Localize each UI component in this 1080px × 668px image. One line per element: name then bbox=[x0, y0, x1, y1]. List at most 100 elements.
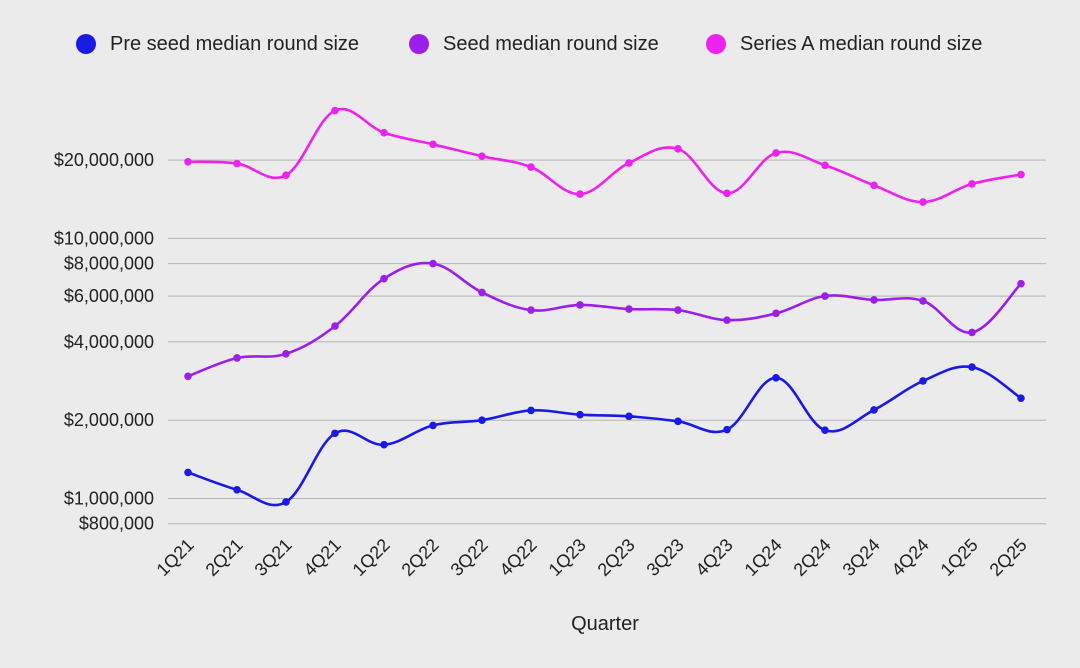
data-point bbox=[1017, 394, 1025, 403]
data-point bbox=[478, 416, 486, 425]
data-point bbox=[821, 426, 829, 435]
data-point bbox=[1017, 170, 1025, 179]
data-point bbox=[870, 181, 878, 190]
data-point bbox=[282, 498, 290, 506]
data-point bbox=[429, 259, 437, 268]
y-tick-label: $800,000 bbox=[79, 514, 154, 534]
legend-label: Seed median round size bbox=[443, 33, 659, 55]
data-point bbox=[968, 363, 976, 371]
data-point bbox=[1017, 279, 1025, 288]
legend-label: Series A median round size bbox=[740, 33, 982, 55]
data-point bbox=[625, 159, 633, 167]
legend-marker bbox=[76, 34, 96, 54]
legend-marker bbox=[409, 34, 429, 54]
data-point bbox=[870, 406, 878, 414]
data-point bbox=[919, 297, 927, 305]
x-tick-label: 4Q24 bbox=[888, 535, 933, 580]
data-point bbox=[331, 106, 339, 115]
y-tick-label: $4,000,000 bbox=[64, 332, 154, 352]
series-line bbox=[187, 107, 1022, 204]
x-tick-label: 3Q21 bbox=[251, 535, 296, 580]
x-tick-label: 3Q24 bbox=[839, 535, 884, 580]
data-point bbox=[625, 305, 633, 313]
data-point bbox=[184, 468, 192, 477]
data-point bbox=[478, 288, 486, 297]
data-point bbox=[527, 306, 535, 314]
data-point bbox=[772, 374, 780, 382]
data-point bbox=[380, 274, 388, 283]
x-tick-label: 4Q21 bbox=[300, 535, 345, 580]
data-point bbox=[184, 372, 192, 381]
gridlines bbox=[168, 159, 1046, 525]
data-point bbox=[674, 306, 682, 314]
data-point bbox=[723, 316, 731, 324]
data-point bbox=[723, 189, 731, 198]
data-point bbox=[919, 198, 927, 206]
data-point bbox=[331, 429, 339, 438]
data-point bbox=[870, 296, 878, 304]
data-point bbox=[282, 350, 290, 358]
data-point bbox=[723, 425, 731, 434]
series-line bbox=[187, 261, 1022, 378]
data-point bbox=[625, 412, 633, 421]
x-tick-label: 1Q22 bbox=[349, 535, 394, 580]
data-point bbox=[919, 377, 927, 385]
data-point bbox=[380, 440, 388, 449]
data-point bbox=[968, 180, 976, 188]
x-tick-label: 2Q23 bbox=[594, 535, 639, 580]
y-tick-label: $20,000,000 bbox=[54, 150, 154, 170]
data-point bbox=[576, 410, 584, 419]
data-point bbox=[821, 161, 829, 170]
data-point bbox=[380, 128, 388, 137]
x-tick-label: 1Q25 bbox=[937, 535, 982, 580]
x-axis-title: Quarter bbox=[571, 613, 639, 635]
y-tick-label: $10,000,000 bbox=[54, 228, 154, 248]
data-point bbox=[233, 159, 241, 168]
data-point bbox=[527, 163, 535, 171]
x-tick-label: 1Q24 bbox=[741, 535, 786, 580]
data-point bbox=[282, 171, 290, 179]
x-tick-label: 2Q24 bbox=[790, 535, 835, 580]
data-point bbox=[527, 406, 535, 415]
x-tick-label: 3Q23 bbox=[643, 535, 688, 580]
data-point bbox=[772, 309, 780, 318]
data-point bbox=[233, 486, 241, 494]
legend-label: Pre seed median round size bbox=[110, 33, 359, 55]
data-point bbox=[576, 190, 584, 198]
x-tick-label: 1Q21 bbox=[153, 535, 198, 580]
data-point bbox=[429, 421, 437, 430]
data-point bbox=[674, 145, 682, 153]
series-group bbox=[184, 259, 1025, 381]
x-tick-label: 2Q25 bbox=[986, 535, 1031, 580]
y-axis-ticks: $800,000 $1,000,000 $2,000,000 $4,000,000 $6… bbox=[54, 150, 154, 534]
y-tick-label: $6,000,000 bbox=[64, 286, 154, 306]
x-tick-label: 3Q22 bbox=[447, 535, 492, 580]
data-point bbox=[233, 354, 241, 362]
series-group bbox=[184, 106, 1025, 206]
data-point bbox=[674, 417, 682, 426]
data-point bbox=[821, 292, 829, 300]
series-lines bbox=[184, 106, 1025, 507]
data-point bbox=[331, 322, 339, 330]
data-point bbox=[576, 301, 584, 309]
series-group bbox=[184, 363, 1025, 507]
x-axis-ticks: 1Q21 2Q21 3Q21 4Q21 1Q22 2Q22 3Q22 4Q22 1Q23 2Q23… bbox=[153, 535, 1031, 580]
data-point bbox=[184, 158, 192, 166]
y-tick-label: $2,000,000 bbox=[64, 410, 154, 430]
x-tick-label: 4Q23 bbox=[692, 535, 737, 580]
data-point bbox=[968, 328, 976, 337]
data-point bbox=[772, 149, 780, 157]
x-tick-label: 4Q22 bbox=[496, 535, 541, 580]
x-tick-label: 2Q21 bbox=[202, 535, 247, 580]
y-tick-label: $8,000,000 bbox=[64, 254, 154, 274]
y-tick-label: $1,000,000 bbox=[64, 489, 154, 509]
legend: Pre seed median round size Seed median ro… bbox=[76, 33, 982, 55]
legend-marker bbox=[706, 34, 726, 54]
data-point bbox=[429, 140, 437, 149]
series-line bbox=[187, 365, 1022, 507]
data-point bbox=[478, 152, 486, 161]
x-tick-label: 2Q22 bbox=[398, 535, 443, 580]
x-tick-label: 1Q23 bbox=[545, 535, 590, 580]
